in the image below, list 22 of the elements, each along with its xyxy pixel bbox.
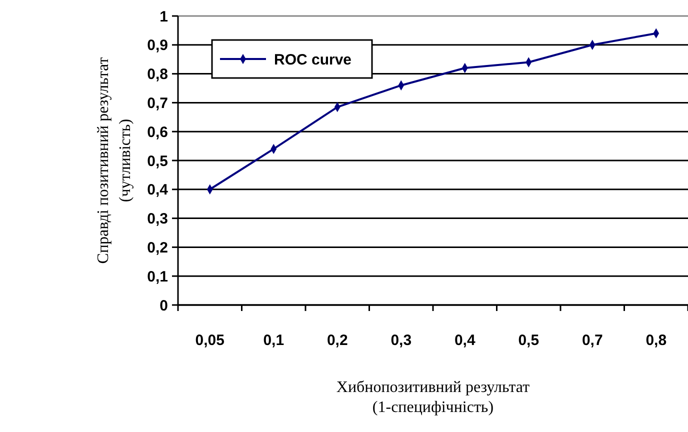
y-tick-label: 0,4 [147, 182, 169, 199]
x-tick-label: 0,8 [646, 332, 667, 349]
x-tick-label: 0,2 [326, 332, 348, 349]
x-tick-label: 0,3 [390, 332, 412, 349]
y-tick-label: 0,1 [147, 268, 168, 286]
x-tick-label: 0,7 [582, 332, 603, 349]
y-tick-label: 0,5 [147, 152, 168, 170]
y-tick-label: 0,2 [147, 239, 168, 256]
x-tick-label: 0,05 [195, 332, 224, 349]
x-tick-label: 0,1 [263, 332, 284, 349]
x-tick-label: 0,4 [454, 332, 476, 349]
y-axis-title: Справді позитивний результат (чутливість) [95, 57, 134, 264]
y-tick-label: 0,7 [147, 94, 168, 112]
x-axis-title: Хибнопозитивний результат (1-специфічність) [336, 379, 530, 416]
y-tick-label: 0,8 [147, 66, 168, 84]
legend-label: ROC curve [274, 51, 352, 68]
y-tick-label: 1 [160, 8, 168, 26]
y-tick-label: 0,9 [147, 37, 168, 54]
y-tick-label: 0 [160, 297, 168, 314]
y-tick-label: 0,3 [147, 210, 168, 228]
y-tick-label: 0,6 [147, 124, 168, 141]
x-tick-label: 0,5 [518, 332, 540, 349]
